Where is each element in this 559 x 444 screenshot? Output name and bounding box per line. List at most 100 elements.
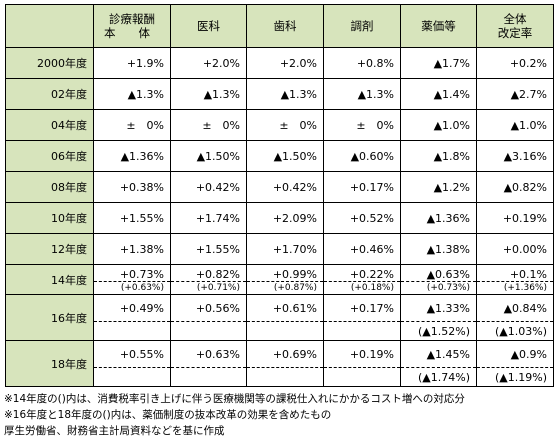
header-row: 診療報酬 本 体 医科 歯科 調剤 薬価等 全体 改定率 bbox=[5, 4, 554, 48]
year-cell: 2000年度 bbox=[5, 47, 94, 79]
year-cell: 08年度 bbox=[5, 171, 94, 203]
zentai-cell: +0.1% bbox=[476, 264, 554, 282]
ika-cell: +0.56% bbox=[170, 294, 247, 322]
yakka-sub-cell: (▲1.52%) bbox=[400, 321, 477, 341]
zentai-cell: ▲0.9% bbox=[476, 340, 554, 368]
year-cell: 04年度 bbox=[5, 109, 94, 141]
header-zentai: 全体 改定率 bbox=[476, 4, 554, 48]
chozai-cell: ± 0% bbox=[323, 109, 401, 141]
header-zentai-line2: 改定率 bbox=[497, 26, 533, 40]
chozai-cell: +0.52% bbox=[323, 202, 401, 234]
honbun-sub-cell bbox=[93, 367, 171, 387]
shika-sub-cell bbox=[246, 367, 324, 387]
zentai-sub-cell: (▲1.19%) bbox=[476, 367, 554, 387]
zentai-cell: ▲2.7% bbox=[476, 78, 554, 110]
zentai-cell: ▲0.84% bbox=[476, 294, 554, 322]
chozai-cell: ▲0.60% bbox=[323, 140, 401, 172]
header-chozai: 調剤 bbox=[323, 4, 401, 48]
year-cell: 10年度 bbox=[5, 202, 94, 234]
honbun-sub-cell: (+0.63%) bbox=[93, 281, 171, 295]
header-shika: 歯科 bbox=[246, 4, 324, 48]
chozai-cell: +0.8% bbox=[323, 47, 401, 79]
year-cell: 14年度 bbox=[5, 264, 94, 295]
table-row: 02年度 ▲1.3% ▲1.3% ▲1.3% ▲1.3% ▲1.4% ▲2.7% bbox=[5, 78, 554, 110]
header-honbun: 診療報酬 本 体 bbox=[93, 4, 171, 48]
table-row-2018-main: 18年度 +0.55% +0.63% +0.69% +0.19% ▲1.45% … bbox=[5, 340, 554, 387]
ika-cell: ▲1.3% bbox=[170, 78, 247, 110]
honbun-cell: +0.73% bbox=[93, 264, 171, 282]
yakka-cell: ▲1.2% bbox=[400, 171, 477, 203]
chozai-cell: +0.17% bbox=[323, 294, 401, 322]
chozai-cell: +0.19% bbox=[323, 340, 401, 368]
zentai-sub-cell: (▲1.03%) bbox=[476, 321, 554, 341]
table-row: 06年度 ▲1.36% ▲1.50% ▲1.50% ▲0.60% ▲1.8% ▲… bbox=[5, 140, 554, 172]
ika-cell: ± 0% bbox=[170, 109, 247, 141]
table-row-2018-sub: (▲1.74%) (▲1.19%) bbox=[6, 367, 554, 387]
year-cell: 06年度 bbox=[5, 140, 94, 172]
table-row: 10年度 +1.55% +1.74% +2.09% +0.52% ▲1.36% … bbox=[5, 202, 554, 234]
zentai-cell: ▲1.0% bbox=[476, 109, 554, 141]
chozai-cell: +0.46% bbox=[323, 233, 401, 265]
table-row-2016-sub: (▲1.52%) (▲1.03%) bbox=[6, 321, 554, 341]
yakka-cell: ▲1.7% bbox=[400, 47, 477, 79]
shika-cell: +2.09% bbox=[246, 202, 324, 234]
shika-cell: +2.0% bbox=[246, 47, 324, 79]
header-honbun-line2: 本 体 bbox=[104, 26, 150, 40]
chozai-cell: +0.22% bbox=[323, 264, 401, 282]
ika-cell: +0.63% bbox=[170, 340, 247, 368]
ika-cell: ▲1.50% bbox=[170, 140, 247, 172]
year-cell: 18年度 bbox=[5, 340, 94, 387]
yakka-sub-cell: (+0.73%) bbox=[400, 281, 477, 295]
shika-cell: +0.42% bbox=[246, 171, 324, 203]
yakka-cell: ▲1.33% bbox=[400, 294, 477, 322]
shika-cell: ▲1.3% bbox=[246, 78, 324, 110]
header-zentai-line1: 全体 bbox=[503, 12, 527, 26]
chozai-cell: +0.17% bbox=[323, 171, 401, 203]
zentai-cell: +0.00% bbox=[476, 233, 554, 265]
honbun-cell: ▲1.3% bbox=[93, 78, 171, 110]
honbun-cell: +1.55% bbox=[93, 202, 171, 234]
ika-sub-cell bbox=[170, 367, 247, 387]
year-cell: 12年度 bbox=[5, 233, 94, 265]
yakka-cell: ▲1.45% bbox=[400, 340, 477, 368]
zentai-cell: ▲3.16% bbox=[476, 140, 554, 172]
ika-sub-cell: (+0.71%) bbox=[170, 281, 247, 295]
honbun-sub-cell bbox=[93, 321, 171, 341]
yakka-cell: ▲0.63% bbox=[400, 264, 477, 282]
revision-rate-table: 診療報酬 本 体 医科 歯科 調剤 薬価等 全体 改定率 2000年度 +1.9… bbox=[5, 4, 554, 387]
honbun-cell: ± 0% bbox=[93, 109, 171, 141]
zentai-sub-cell: (+1.36%) bbox=[476, 281, 554, 295]
honbun-cell: +0.49% bbox=[93, 294, 171, 322]
year-cell: 16年度 bbox=[5, 294, 94, 341]
shika-cell: +0.69% bbox=[246, 340, 324, 368]
chozai-sub-cell bbox=[323, 367, 401, 387]
footnotes: ※14年度の()内は、消費税率引き上げに伴う医療機関等の課税仕入れにかかるコスト… bbox=[4, 391, 465, 439]
shika-sub-cell: (+0.87%) bbox=[246, 281, 324, 295]
table-row: 2000年度 +1.9% +2.0% +2.0% +0.8% ▲1.7% +0.… bbox=[5, 47, 554, 79]
zentai-cell: +0.2% bbox=[476, 47, 554, 79]
table-row-2014-main: 14年度 +0.73% +0.82% +0.99% +0.22% ▲0.63% … bbox=[5, 264, 554, 295]
zentai-cell: ▲0.82% bbox=[476, 171, 554, 203]
ika-cell: +1.55% bbox=[170, 233, 247, 265]
honbun-cell: ▲1.36% bbox=[93, 140, 171, 172]
honbun-cell: +0.38% bbox=[93, 171, 171, 203]
table-row: 08年度 +0.38% +0.42% +0.42% +0.17% ▲1.2% ▲… bbox=[5, 171, 554, 203]
chozai-sub-cell: (+0.18%) bbox=[323, 281, 401, 295]
yakka-cell: ▲1.0% bbox=[400, 109, 477, 141]
ika-cell: +0.42% bbox=[170, 171, 247, 203]
chozai-sub-cell bbox=[323, 321, 401, 341]
yakka-sub-cell: (▲1.74%) bbox=[400, 367, 477, 387]
ika-sub-cell bbox=[170, 321, 247, 341]
table-row: 12年度 +1.38% +1.55% +1.70% +0.46% ▲1.38% … bbox=[5, 233, 554, 265]
header-honbun-line1: 診療報酬 bbox=[109, 12, 155, 26]
year-cell: 02年度 bbox=[5, 78, 94, 110]
honbun-cell: +1.38% bbox=[93, 233, 171, 265]
ika-cell: +0.82% bbox=[170, 264, 247, 282]
shika-cell: +0.61% bbox=[246, 294, 324, 322]
shika-sub-cell bbox=[246, 321, 324, 341]
ika-cell: +1.74% bbox=[170, 202, 247, 234]
footnote-2014: ※14年度の()内は、消費税率引き上げに伴う医療機関等の課税仕入れにかかるコスト… bbox=[4, 393, 465, 405]
yakka-cell: ▲1.8% bbox=[400, 140, 477, 172]
chozai-cell: ▲1.3% bbox=[323, 78, 401, 110]
footnote-2016-2018: ※16年度と18年度の()内は、薬価制度の抜本改革の効果を含めたもの bbox=[4, 409, 332, 421]
